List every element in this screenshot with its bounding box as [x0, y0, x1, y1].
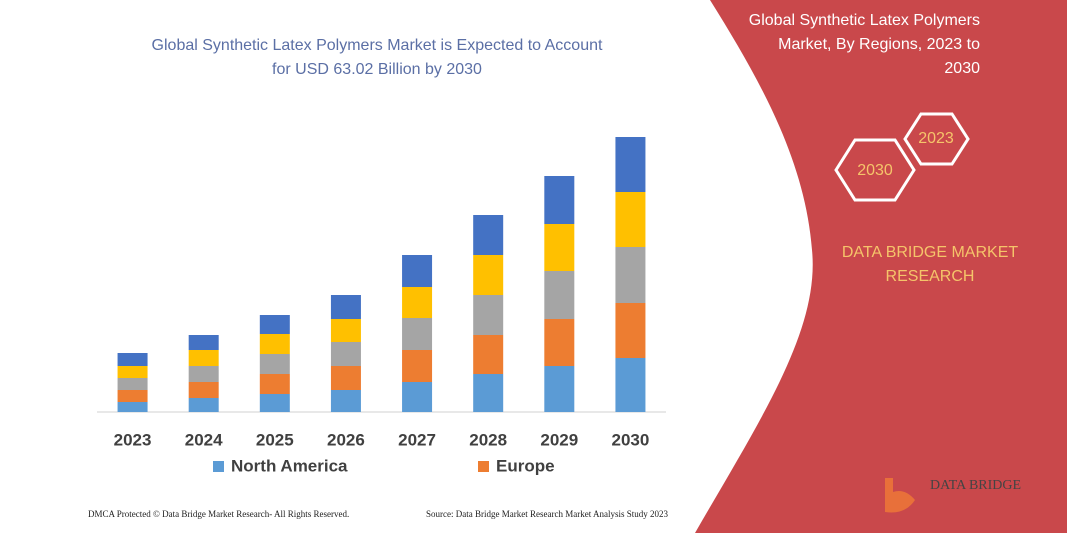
- bar-segment: [117, 353, 148, 366]
- bar-segment: [402, 255, 433, 287]
- logo-icon: [885, 478, 915, 513]
- bar-segment: [330, 390, 361, 412]
- bar-segment: [473, 335, 504, 374]
- bar-segment: [615, 358, 646, 412]
- chart-title: for USD 63.02 Billion by 2030: [272, 61, 482, 78]
- bar-segment: [330, 295, 361, 319]
- bar-segment: [188, 335, 219, 350]
- bar-segment: [259, 374, 290, 394]
- bar-segment: [402, 287, 433, 318]
- hex-label: 2030: [857, 162, 893, 179]
- legend-swatch: [478, 461, 489, 472]
- hex-label: 2023: [918, 130, 954, 147]
- bar-segment: [117, 402, 148, 412]
- panel-title: Global Synthetic Latex Polymers: [749, 12, 980, 29]
- bar-segment: [188, 382, 219, 398]
- bar-segment: [402, 350, 433, 382]
- bar-segment: [259, 334, 290, 354]
- side-panel: [695, 0, 1067, 533]
- bar-segment: [117, 378, 148, 390]
- legend-label: Europe: [496, 456, 555, 475]
- x-tick-label: 2023: [114, 430, 152, 449]
- bar-segment: [259, 394, 290, 412]
- bar-segment: [188, 398, 219, 412]
- brand: DATA BRIDGE MARKET: [842, 244, 1019, 261]
- bar-segment: [615, 303, 646, 358]
- brand: RESEARCH: [886, 268, 975, 285]
- panel-title: Market, By Regions, 2023 to: [778, 36, 980, 53]
- bar-segment: [117, 366, 148, 378]
- x-tick-label: 2028: [469, 430, 507, 449]
- bar-segment: [544, 319, 575, 366]
- bar-segment: [544, 271, 575, 319]
- bar-segment: [615, 192, 646, 247]
- logo-text: DATA BRIDGE: [930, 478, 1021, 493]
- bar-segment: [259, 315, 290, 334]
- chart-title: Global Synthetic Latex Polymers Market i…: [152, 37, 603, 54]
- footer-right: Source: Data Bridge Market Research Mark…: [426, 509, 668, 519]
- bar-segment: [330, 319, 361, 342]
- bar-segment: [544, 176, 575, 224]
- legend-swatch: [213, 461, 224, 472]
- legend-label: North America: [231, 456, 348, 475]
- bar-segment: [117, 390, 148, 402]
- x-tick-label: 2025: [256, 430, 294, 449]
- x-tick-label: 2030: [612, 430, 650, 449]
- x-tick-label: 2024: [185, 430, 223, 449]
- x-tick-label: 2027: [398, 430, 436, 449]
- bar-segment: [615, 137, 646, 192]
- bar-segment: [402, 318, 433, 350]
- bar-segment: [544, 366, 575, 412]
- x-tick-label: 2026: [327, 430, 365, 449]
- hexagon: [834, 138, 916, 202]
- bar-segment: [188, 350, 219, 366]
- bar-segment: [544, 224, 575, 271]
- bar-segment: [473, 374, 504, 412]
- bar-segment: [259, 354, 290, 374]
- panel-title: 2030: [944, 60, 980, 77]
- bar-segment: [473, 255, 504, 295]
- footer-left: DMCA Protected © Data Bridge Market Rese…: [88, 509, 349, 519]
- bar-segment: [473, 215, 504, 255]
- hexagon: [903, 112, 970, 166]
- bar-segment: [402, 382, 433, 412]
- bar-segment: [473, 295, 504, 335]
- x-tick-label: 2029: [540, 430, 578, 449]
- bar-segment: [330, 366, 361, 390]
- bar-segment: [330, 342, 361, 366]
- bar-segment: [188, 366, 219, 382]
- bar-segment: [615, 247, 646, 303]
